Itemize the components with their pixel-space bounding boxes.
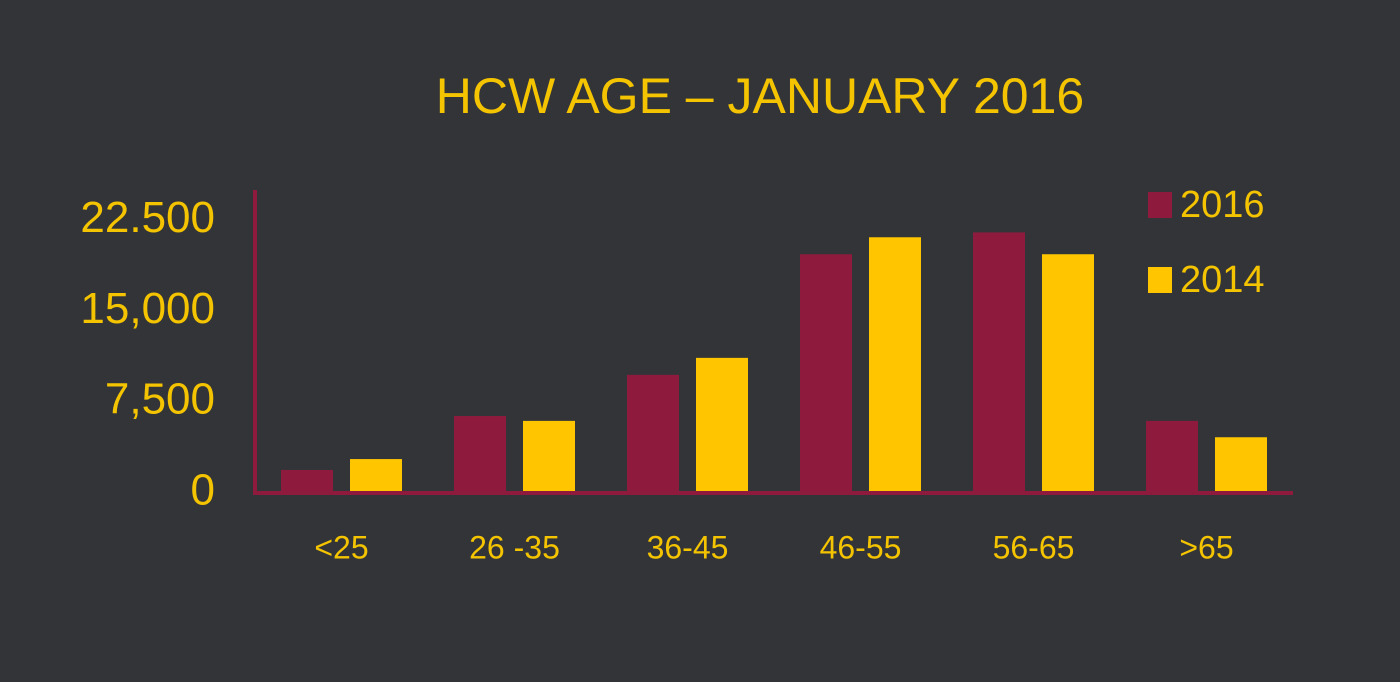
- bar: [973, 232, 1025, 494]
- y-tick-label: 22.500: [80, 193, 215, 242]
- bar: [1215, 437, 1267, 493]
- chart-title: HCW AGE – JANUARY 2016: [436, 68, 1084, 124]
- bar: [1146, 420, 1198, 493]
- x-tick-label: 46-55: [820, 529, 902, 565]
- x-tick-label: 26 -35: [469, 529, 560, 565]
- legend-label: 2016: [1180, 184, 1265, 226]
- bar: [523, 420, 575, 493]
- y-tick-label: 15,000: [80, 284, 215, 333]
- legend-swatch: [1148, 267, 1172, 293]
- bar: [800, 254, 852, 493]
- y-tick-label: 7,500: [105, 375, 215, 424]
- bar: [281, 469, 333, 493]
- x-tick-label: 56-65: [993, 529, 1075, 565]
- bar: [350, 459, 402, 493]
- x-tick-label: >65: [1179, 529, 1233, 565]
- bar: [1042, 254, 1094, 493]
- x-tick-label: <25: [314, 529, 368, 565]
- bar: [454, 416, 506, 493]
- legend-swatch: [1148, 192, 1172, 218]
- y-tick-label: 0: [191, 466, 215, 515]
- bar: [696, 357, 748, 493]
- legend-label: 2014: [1180, 259, 1265, 301]
- bar: [869, 237, 921, 493]
- bar: [627, 374, 679, 493]
- x-tick-label: 36-45: [647, 529, 729, 565]
